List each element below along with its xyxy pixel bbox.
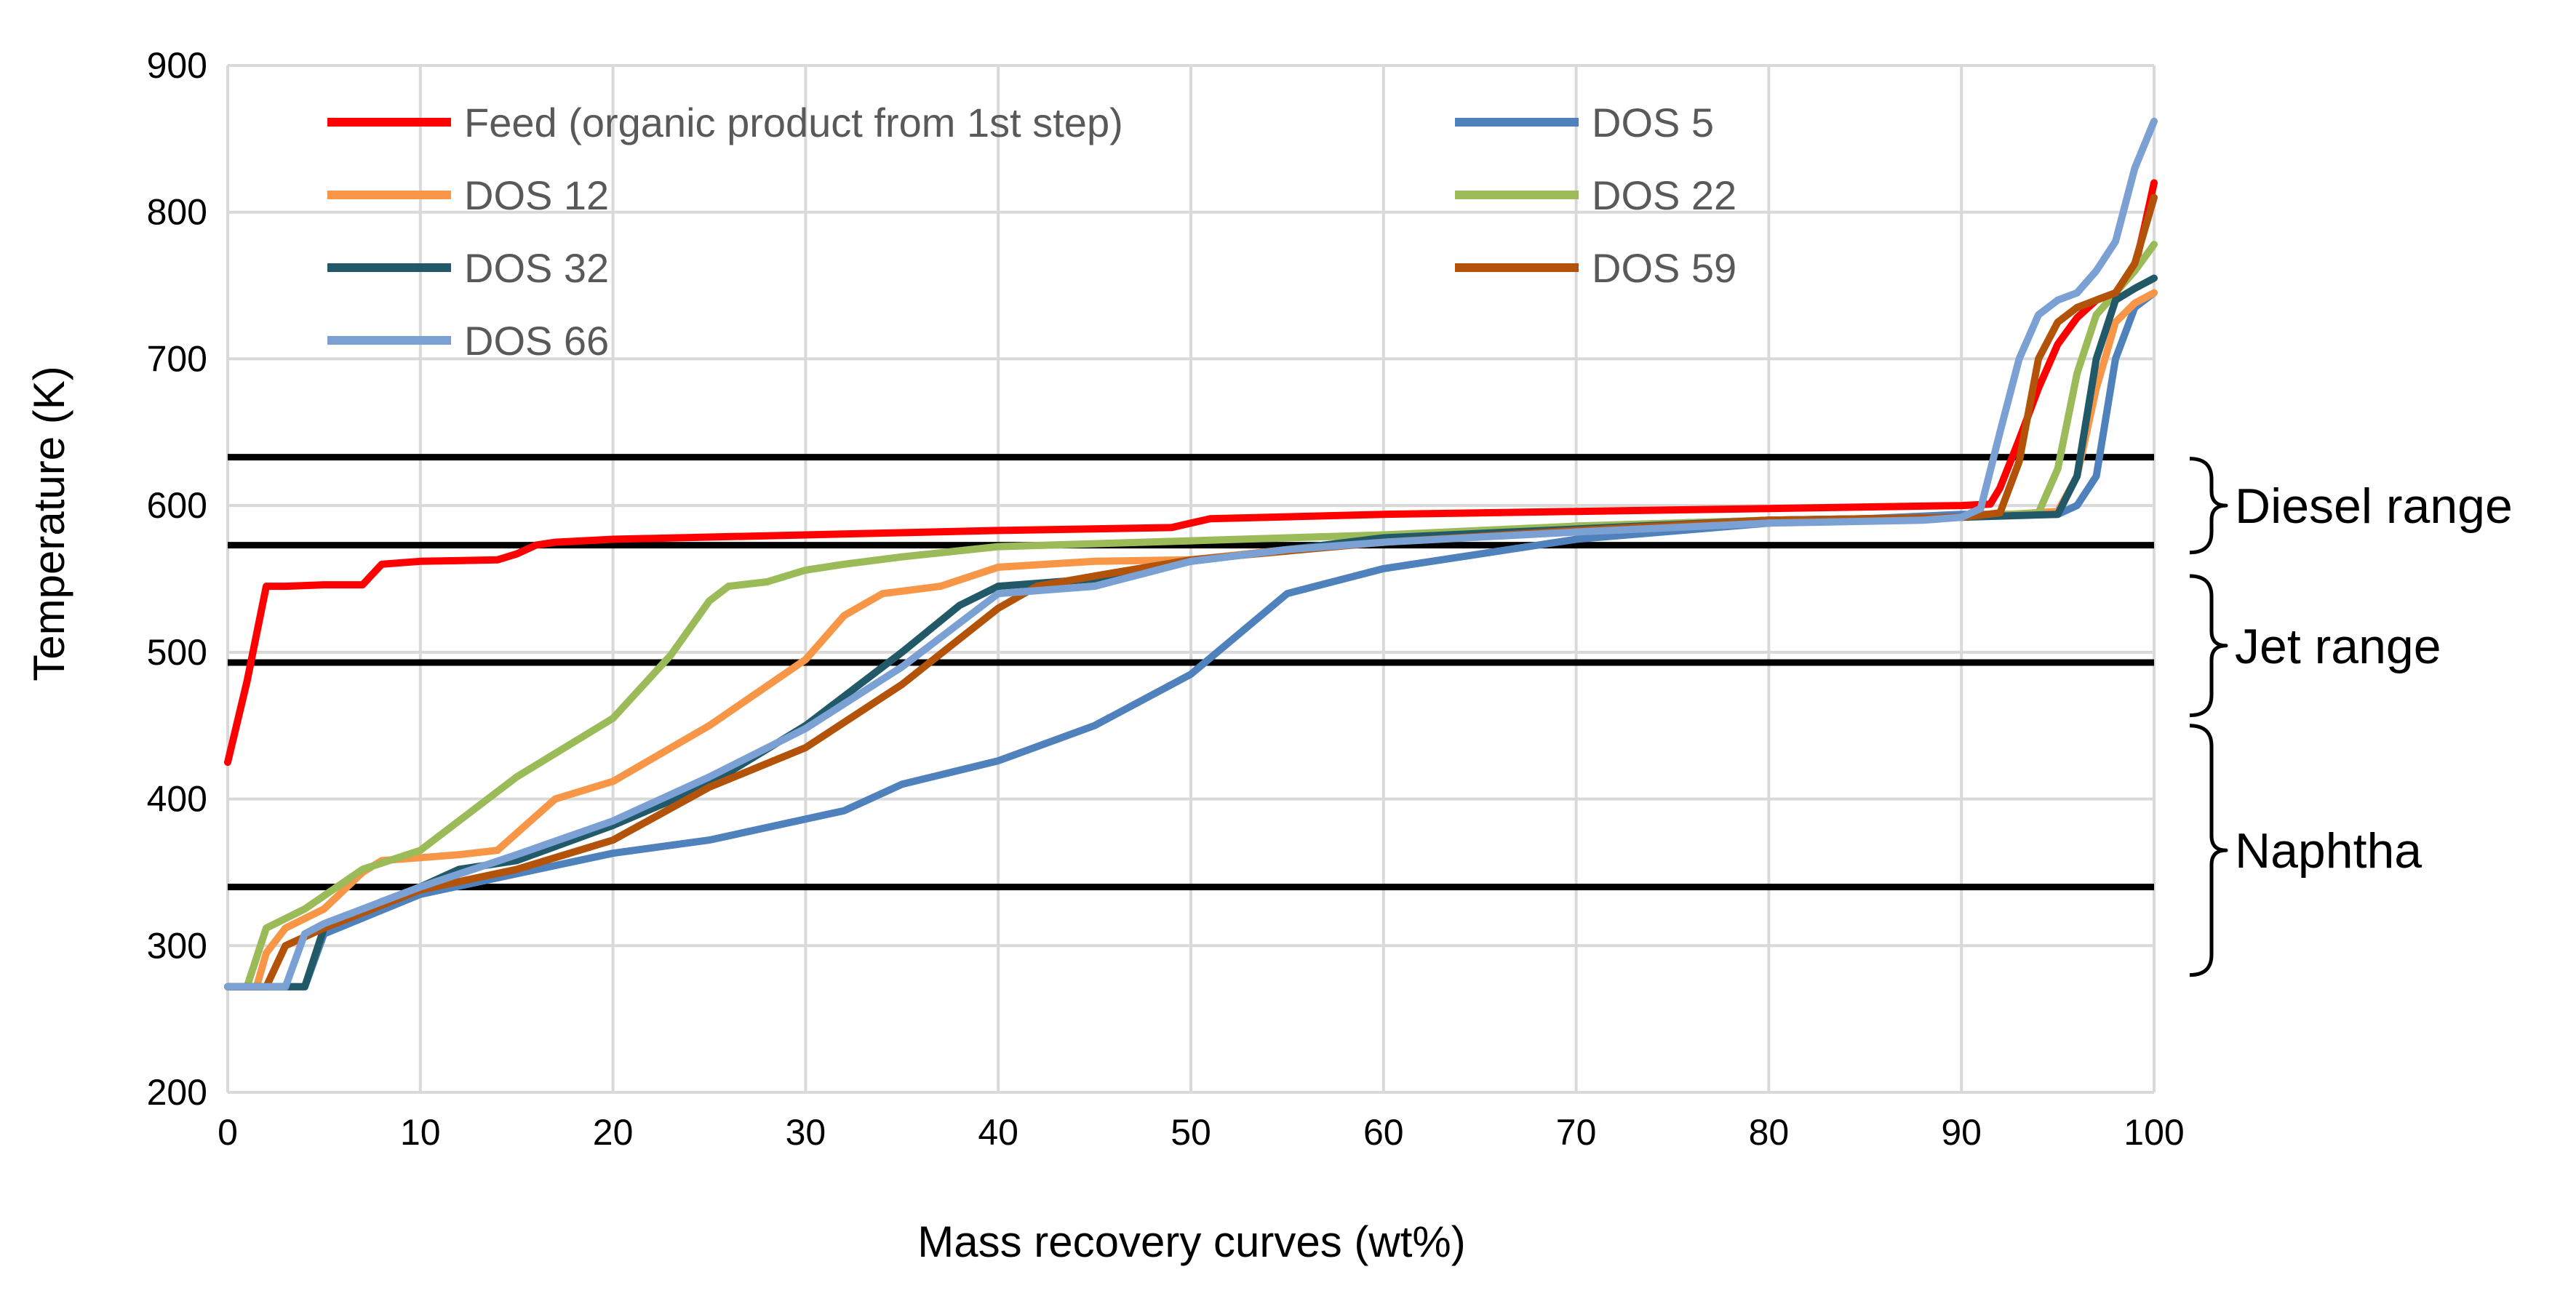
x-tick-label: 0 — [218, 1112, 238, 1153]
y-tick-label: 900 — [147, 45, 207, 86]
legend-label-dos-12: DOS 12 — [464, 172, 609, 218]
x-tick-label: 60 — [1363, 1112, 1404, 1153]
range-brace-jet-range — [2189, 574, 2228, 718]
series-lines — [224, 117, 2158, 991]
series-line-dos-66 — [224, 117, 2158, 991]
x-tick-label: 50 — [1171, 1112, 1211, 1153]
range-brace-diesel-range — [2189, 457, 2228, 555]
range-label-jet-range: Jet range — [2235, 619, 2441, 674]
y-tick-label: 800 — [147, 192, 207, 233]
y-tick-label: 500 — [147, 632, 207, 673]
y-tick-label: 300 — [147, 925, 207, 966]
range-label-naphtha: Naphtha — [2235, 823, 2422, 879]
legend-label-dos-22: DOS 22 — [1592, 172, 1736, 218]
legend-label-dos-5: DOS 5 — [1592, 100, 1714, 145]
x-tick-label: 80 — [1749, 1112, 1790, 1153]
x-tick-label: 30 — [786, 1112, 826, 1153]
y-axis-title: Temperature (K) — [25, 366, 73, 681]
y-tick-label: 600 — [147, 485, 207, 526]
x-axis-title: Mass recovery curves (wt%) — [917, 1217, 1465, 1266]
legend-label-dos-59: DOS 59 — [1592, 245, 1736, 291]
legend-label-dos-66: DOS 66 — [464, 318, 609, 364]
x-tick-label: 70 — [1556, 1112, 1597, 1153]
legend-label-dos-32: DOS 32 — [464, 245, 609, 291]
range-annotations: Diesel range Jet range Naphtha — [2189, 457, 2513, 977]
legend-label-feed-organic-product-from-1st-step: Feed (organic product from 1st step) — [464, 100, 1123, 145]
x-tick-labels: 0 10 20 30 40 50 60 70 80 90 100 — [218, 1112, 2185, 1153]
y-tick-label: 400 — [147, 779, 207, 820]
series-line-dos-22 — [224, 241, 2158, 991]
series-line-feed-organic-product-from-1st-step — [224, 179, 2158, 767]
x-tick-label: 40 — [978, 1112, 1018, 1153]
legend: Feed (organic product from 1st step) DOS … — [327, 100, 1736, 364]
y-tick-labels: 200 300 400 500 600 700 800 900 — [147, 45, 207, 1113]
y-tick-label: 200 — [147, 1072, 207, 1113]
range-label-diesel-range: Diesel range — [2235, 479, 2513, 534]
range-brace-naphtha — [2189, 724, 2228, 977]
grid-lines — [226, 64, 2156, 1094]
x-tick-label: 20 — [593, 1112, 634, 1153]
x-tick-label: 90 — [1941, 1112, 1982, 1153]
y-tick-label: 700 — [147, 338, 207, 379]
x-tick-label: 10 — [400, 1112, 441, 1153]
x-tick-label: 100 — [2124, 1112, 2184, 1153]
series-line-dos-5 — [224, 289, 2158, 991]
